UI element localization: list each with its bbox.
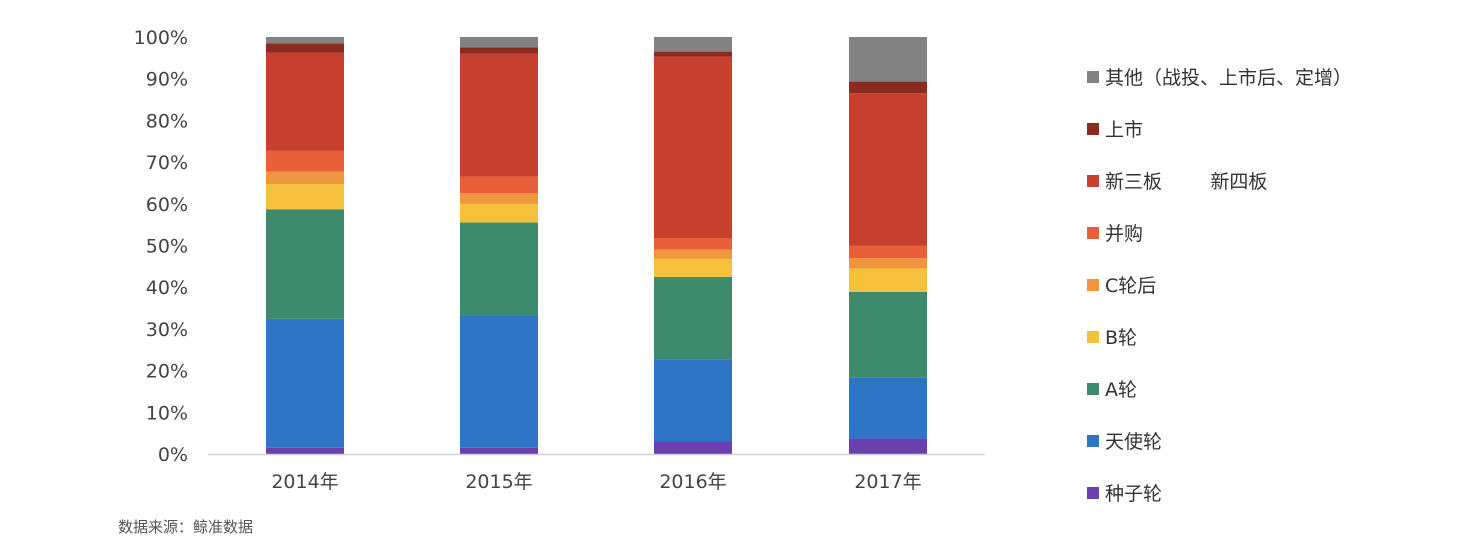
legend-item: 上市 xyxy=(1087,119,1143,141)
bar-segment xyxy=(266,209,344,319)
bar-segment xyxy=(849,258,927,269)
bar-segment xyxy=(266,52,344,151)
y-tick-label: 100% xyxy=(134,27,188,49)
bar-segment xyxy=(849,37,927,82)
y-tick-label: 20% xyxy=(146,361,188,383)
legend-swatch xyxy=(1087,383,1099,395)
bar-segment xyxy=(654,359,732,442)
y-tick-label: 60% xyxy=(146,194,188,216)
y-tick-label: 70% xyxy=(146,152,188,174)
bar-segment xyxy=(266,37,344,44)
x-category-label: 2017年 xyxy=(854,471,921,493)
bar-segment xyxy=(460,47,538,54)
y-tick-label: 40% xyxy=(146,277,188,299)
bar-segment xyxy=(849,268,927,292)
bar-segment xyxy=(460,447,538,454)
y-axis-ticks: 0% 10% 20% 30% 40% 50% 60% 70% 80% 90% 100% xyxy=(134,27,188,466)
bar-segment xyxy=(460,203,538,223)
bar-segment xyxy=(654,51,732,57)
x-category-label: 2015年 xyxy=(465,471,532,493)
source-note: 数据来源：鲸准数据 xyxy=(118,518,254,536)
legend-swatch xyxy=(1087,123,1099,135)
bar-segment xyxy=(849,245,927,259)
legend-label: A轮 xyxy=(1105,379,1137,401)
y-tick-label: 50% xyxy=(146,236,188,258)
y-tick-label: 90% xyxy=(146,69,188,91)
bar-segment xyxy=(654,276,732,360)
legend-label: 并购 xyxy=(1105,223,1143,245)
legend-item: 并购 xyxy=(1087,223,1143,245)
bar-segment xyxy=(654,249,732,259)
legend-label: 种子轮 xyxy=(1105,483,1162,505)
y-tick-label: 10% xyxy=(146,402,188,424)
legend-label: B轮 xyxy=(1105,327,1137,349)
legend-swatch xyxy=(1087,175,1099,187)
bar-segment xyxy=(266,171,344,185)
legend-label: 天使轮 xyxy=(1105,431,1162,453)
legend-item: 新三板 新四板 xyxy=(1087,171,1267,193)
legend-swatch xyxy=(1087,331,1099,343)
bar-segment xyxy=(460,222,538,316)
legend-item: A轮 xyxy=(1087,379,1137,401)
bars-layer xyxy=(266,37,927,454)
bar-segment xyxy=(849,81,927,94)
bar-segment xyxy=(266,447,344,454)
y-tick-label: 80% xyxy=(146,110,188,132)
legend-label: C轮后 xyxy=(1105,275,1156,297)
x-category-label: 2016年 xyxy=(659,471,726,493)
legend-swatch xyxy=(1087,227,1099,239)
y-tick-label: 0% xyxy=(158,444,188,466)
bar-segment xyxy=(266,43,344,53)
legend-swatch xyxy=(1087,71,1099,83)
bar-segment xyxy=(849,438,927,454)
x-category-label: 2014年 xyxy=(271,471,338,493)
legend-label: 其他（战投、上市后、定增） xyxy=(1105,67,1352,89)
bar-segment xyxy=(654,258,732,277)
bar-segment xyxy=(849,377,927,439)
legend-label: 新三板 新四板 xyxy=(1105,171,1267,193)
bar-segment xyxy=(654,37,732,52)
bar-segment xyxy=(460,53,538,177)
bar-segment xyxy=(266,184,344,210)
bar-segment xyxy=(654,56,732,238)
bar-segment xyxy=(460,176,538,194)
y-tick-label: 30% xyxy=(146,319,188,341)
legend-label: 上市 xyxy=(1105,119,1143,141)
bar-segment xyxy=(460,37,538,48)
bar-segment xyxy=(266,318,344,448)
bar-segment xyxy=(849,93,927,246)
x-axis-category-labels: 2014年 2015年 2016年 2017年 xyxy=(271,471,921,493)
legend-item: 其他（战投、上市后、定增） xyxy=(1087,67,1352,89)
legend-swatch xyxy=(1087,279,1099,291)
bar-segment xyxy=(460,315,538,448)
bar-segment xyxy=(654,237,732,250)
bar-segment xyxy=(266,150,344,172)
legend-item: 种子轮 xyxy=(1087,483,1162,505)
legend-item: 天使轮 xyxy=(1087,431,1162,453)
bar-segment xyxy=(654,441,732,454)
legend-item: B轮 xyxy=(1087,327,1137,349)
bar-segment xyxy=(849,291,927,378)
legend-item: C轮后 xyxy=(1087,275,1156,297)
bar-segment xyxy=(460,193,538,204)
legend-swatch xyxy=(1087,487,1099,499)
legend-swatch xyxy=(1087,435,1099,447)
